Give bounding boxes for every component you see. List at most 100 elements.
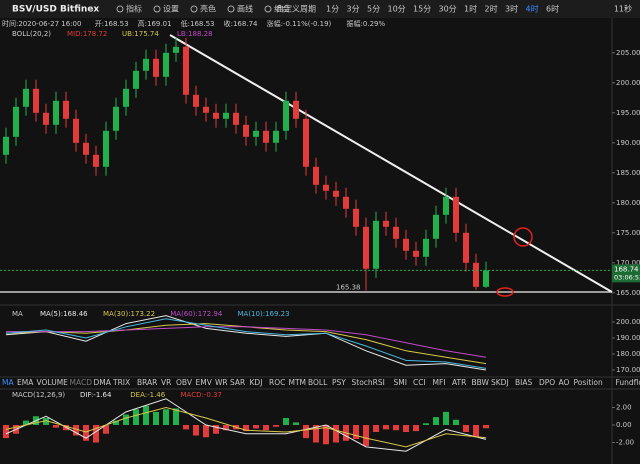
info-item: 时间:2020-06-27 16:00 [2,19,81,28]
info-item: 收:168.74 [224,19,258,28]
macd-bar [263,425,269,431]
period-button[interactable]: 6时 [546,4,559,14]
price-box [612,264,640,283]
candle-body [113,106,119,131]
indicator-tab[interactable]: BOLL [308,378,328,387]
y-tick-label: 2.00 [616,404,632,412]
indicator-tab[interactable]: PSY [332,378,346,387]
macd-bar [133,409,139,426]
macd-bar [413,425,419,432]
indicator-tab[interactable]: BIAS [515,378,532,387]
indicator-tab[interactable]: EMV [196,378,213,387]
y-tick-label: 165.00 [616,289,640,297]
icon [153,5,161,13]
legend-title: MACD(12,26,9) [12,391,65,399]
candle-body [223,112,229,119]
indicator-tab[interactable]: TRIX [112,378,130,387]
y-tick-label: 175.00 [616,229,640,237]
candle-body [413,250,419,257]
candle-body [133,70,139,89]
indicator-tab[interactable]: DPO [539,378,555,387]
indicator-tab[interactable]: KDJ [250,378,263,387]
candle-body [163,52,169,77]
symbol[interactable]: BSV/USD Bitfinex [12,5,99,15]
y-tick-label: 170.00 [616,366,640,374]
y-tick-label: 170.00 [616,259,640,267]
candle-body [63,100,69,119]
toolbar-button[interactable]: 组合 [274,4,290,14]
indicator-tab[interactable]: CCI [413,378,426,387]
macd-bar [313,425,319,443]
candle-body [3,136,9,155]
macd-bar [193,425,199,436]
macd-bar [453,419,459,426]
period-button[interactable]: 15分 [413,5,431,14]
indicator-tab[interactable]: OBV [176,378,193,387]
indicator-tab[interactable]: WR [215,378,228,387]
indicator-tab[interactable]: MACD [70,378,93,387]
candle-body [463,232,469,263]
indicator-tab[interactable]: StochRSI [352,378,385,387]
legend-entry: MA(30):173.22 [103,310,155,318]
macd-bar [383,425,389,430]
legend-entry: MACD:-0.37 [181,391,222,399]
macd-bar [83,425,89,441]
period-button[interactable]: 30分 [439,5,457,14]
indicator-tab[interactable]: SAR [230,378,245,387]
indicator-tab[interactable]: ROC [269,378,285,387]
candle-body [13,106,19,137]
indicator-tab[interactable]: BBW [472,378,490,387]
indicator-tab[interactable]: EMA [17,378,34,387]
period-button[interactable]: 4时 [526,4,539,14]
indicator-tab[interactable]: AO [559,378,570,387]
toolbar-button[interactable]: 亮色 [200,4,216,14]
macd-bar [123,414,129,426]
toolbar-button[interactable]: 画线 [237,4,253,14]
candle-body [303,118,309,167]
y-tick-label: 205.00 [616,49,640,57]
candle-body [253,130,259,137]
indicator-tab[interactable]: BRAR [137,378,157,387]
indicator-tab[interactable]: ATR [452,378,466,387]
period-button[interactable]: 1分 [326,5,339,14]
macd-bar [43,418,49,426]
candle-body [243,124,249,137]
period-button[interactable]: 10分 [388,5,406,14]
macd-bar [483,425,489,429]
macd-bar [293,422,299,426]
legend-entry: MA(5):168.46 [40,310,88,318]
custom-period[interactable]: 自定义周期 [276,4,316,14]
indicator-tab[interactable]: MTM [289,378,307,387]
icon [264,5,272,13]
toolbar-button[interactable]: 指标 [126,4,142,14]
indicator-tab[interactable]: MFI [433,378,446,387]
indicator-tab[interactable]: DMA [94,378,112,387]
candle-body [73,118,79,143]
legend-entry: UB:175.74 [122,30,159,38]
indicator-tab[interactable]: Position [574,378,603,387]
period-button[interactable]: 3分 [347,5,360,14]
toolbar-button[interactable]: 设置 [163,4,179,14]
toolbar [0,0,640,18]
indicator-tab[interactable]: VOLUME [37,378,69,387]
macd-bar [373,425,379,432]
macd-bar [333,425,339,443]
candle-body [183,46,189,95]
indicator-tab[interactable]: SKDJ [491,378,509,387]
indicator-tab[interactable]: SMI [394,378,407,387]
period-button[interactable]: 5分 [367,5,380,14]
period-button[interactable]: 1时 [464,4,477,14]
candle-body [53,100,59,125]
period-button[interactable]: 2时 [485,4,498,14]
indicator-tab[interactable]: Fundflow [616,378,640,387]
period-button[interactable]: 3时 [505,4,518,14]
y-tick-label: 190.00 [616,139,640,147]
candle-body [93,154,99,167]
indicator-tab[interactable]: MA [2,378,14,387]
candle-body [353,208,359,227]
trend-line [169,34,613,293]
macd-bar [283,418,289,426]
indicator-tab[interactable]: VR [161,378,171,387]
candle-body [343,196,349,209]
